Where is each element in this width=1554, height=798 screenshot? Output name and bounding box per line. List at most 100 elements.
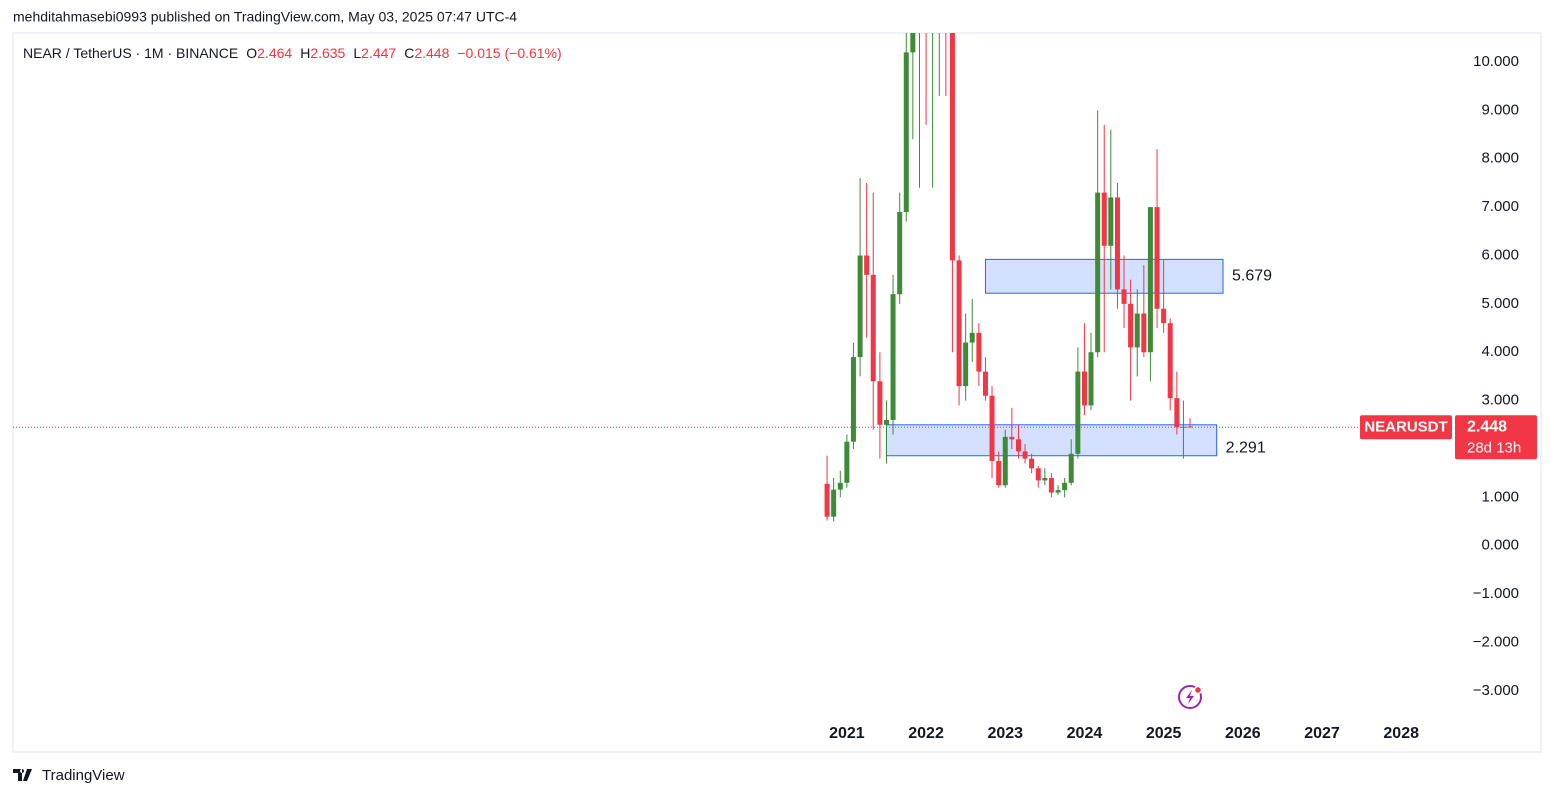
candle-body: [1075, 371, 1081, 454]
y-tick-label: 8.000: [1481, 150, 1519, 167]
x-tick-label: 2024: [1067, 725, 1103, 742]
candle-body: [1180, 426, 1186, 428]
candle-body: [1048, 477, 1054, 493]
candle-body: [1055, 490, 1061, 493]
candle-body: [989, 395, 995, 462]
ohlc-value: 2.448: [414, 45, 449, 61]
x-tick-label: 2027: [1304, 725, 1340, 742]
candle-body: [1002, 436, 1008, 486]
x-tick-label: 2021: [829, 725, 865, 742]
candle-body: [1042, 477, 1048, 481]
ohlc-legend: NEAR / TetherUS · 1M · BINANCE O2.464 H2.6…: [23, 45, 562, 61]
ticker-label: NEARUSDT: [1364, 418, 1447, 435]
candle-body: [837, 482, 843, 490]
y-tick-label: 6.000: [1481, 246, 1519, 263]
candle-body: [1068, 453, 1074, 483]
candle-body: [937, 0, 942, 14]
ohlc-value: 2.635: [310, 45, 345, 61]
candle-body: [1141, 313, 1147, 353]
y-tick-label: 9.000: [1481, 101, 1519, 118]
bolt-icon: [1178, 685, 1203, 709]
y-tick-label: 0.000: [1481, 537, 1519, 554]
candle-body: [831, 489, 837, 517]
symbol: NEAR / TetherUS · 1M · BINANCE: [23, 45, 238, 61]
x-tick-label: 2023: [987, 725, 1023, 742]
candle-body: [1154, 207, 1160, 309]
candle-body: [1022, 451, 1028, 459]
candle-body: [850, 357, 856, 442]
candle-body: [1101, 192, 1107, 246]
candle-body: [1147, 207, 1153, 353]
candle-body: [976, 332, 982, 372]
y-tick-label: 4.000: [1481, 343, 1519, 360]
candle-body: [864, 255, 870, 275]
candle-body: [996, 461, 1002, 486]
zone-label: 5.679: [1232, 268, 1272, 285]
y-tick-label: 1.000: [1481, 488, 1519, 505]
ohlc-value: 2.464: [257, 45, 292, 61]
overlay: 10.000 9.000 8.000 7.000 6.000 5.000 4.000 3.00…: [829, 53, 1537, 742]
candle-body: [949, 33, 955, 261]
y-tick-label: 7.000: [1481, 198, 1519, 215]
candle-body: [1035, 468, 1041, 481]
candle-body: [910, 33, 916, 53]
candle-body: [1108, 197, 1114, 246]
candle-body: [883, 419, 889, 425]
x-tick-label: 2025: [1146, 725, 1182, 742]
candle-body: [897, 211, 903, 295]
ohlc-label: O: [246, 45, 257, 61]
candle-body: [1128, 303, 1134, 348]
candle-body: [844, 441, 850, 483]
x-tick-label: 2022: [908, 725, 944, 742]
byline: mehditahmasebi0993 published on TradingV…: [13, 9, 517, 25]
ohlc-label: L: [353, 45, 361, 61]
candle-body: [824, 483, 830, 517]
x-tick-label: 2028: [1383, 725, 1419, 742]
candle-body: [1088, 352, 1094, 406]
candle-body: [857, 255, 863, 358]
y-tick-label: −1.000: [1473, 585, 1519, 602]
candle-body: [1114, 197, 1120, 290]
candle-body: [1015, 439, 1021, 452]
countdown-label: 28d 13h: [1467, 439, 1521, 456]
candle-body: [1121, 289, 1127, 304]
ticker-badge: [1360, 415, 1452, 440]
zone: [885, 424, 1218, 457]
candle-body: [1095, 192, 1101, 353]
zone-label: 2.291: [1226, 439, 1266, 456]
candle-body: [1062, 482, 1068, 491]
candle-body: [1029, 458, 1035, 469]
candle-body: [982, 371, 988, 396]
price-badge: [1455, 415, 1537, 460]
y-tick-label: 5.000: [1481, 295, 1519, 312]
x-tick-label: 2026: [1225, 725, 1261, 742]
candle-body: [924, 0, 929, 33]
ohlc-label: H: [300, 45, 310, 61]
ohlc-change: −0.015 (−0.61%): [457, 45, 561, 61]
candle-body: [956, 260, 962, 387]
candle-body: [890, 294, 896, 420]
candle-body: [1167, 323, 1173, 399]
candle-body: [969, 332, 975, 343]
candle-body: [877, 381, 883, 425]
brand-name: TradingView: [42, 767, 125, 784]
legend-text: NEAR / TetherUS · 1M · BINANCE O2.464 H2.6…: [23, 45, 562, 61]
y-tick-label: −2.000: [1473, 633, 1519, 650]
candle-body: [1009, 436, 1015, 440]
candle-body: [870, 274, 876, 382]
candle-body: [963, 342, 969, 387]
chart-frame: [12, 32, 1542, 753]
plot: [13, 0, 1440, 522]
candle-body: [1161, 308, 1167, 324]
y-tick-label: 10.000: [1473, 53, 1519, 70]
candle-body: [903, 52, 909, 212]
ohlc-label: C: [404, 45, 414, 61]
candle-body: [1134, 313, 1140, 348]
price-label: 2.448: [1467, 419, 1507, 436]
y-tick-label: −3.000: [1473, 682, 1519, 699]
y-tick-label: 3.000: [1481, 392, 1519, 409]
candle-body: [1174, 398, 1180, 428]
candle-body: [1081, 371, 1087, 406]
